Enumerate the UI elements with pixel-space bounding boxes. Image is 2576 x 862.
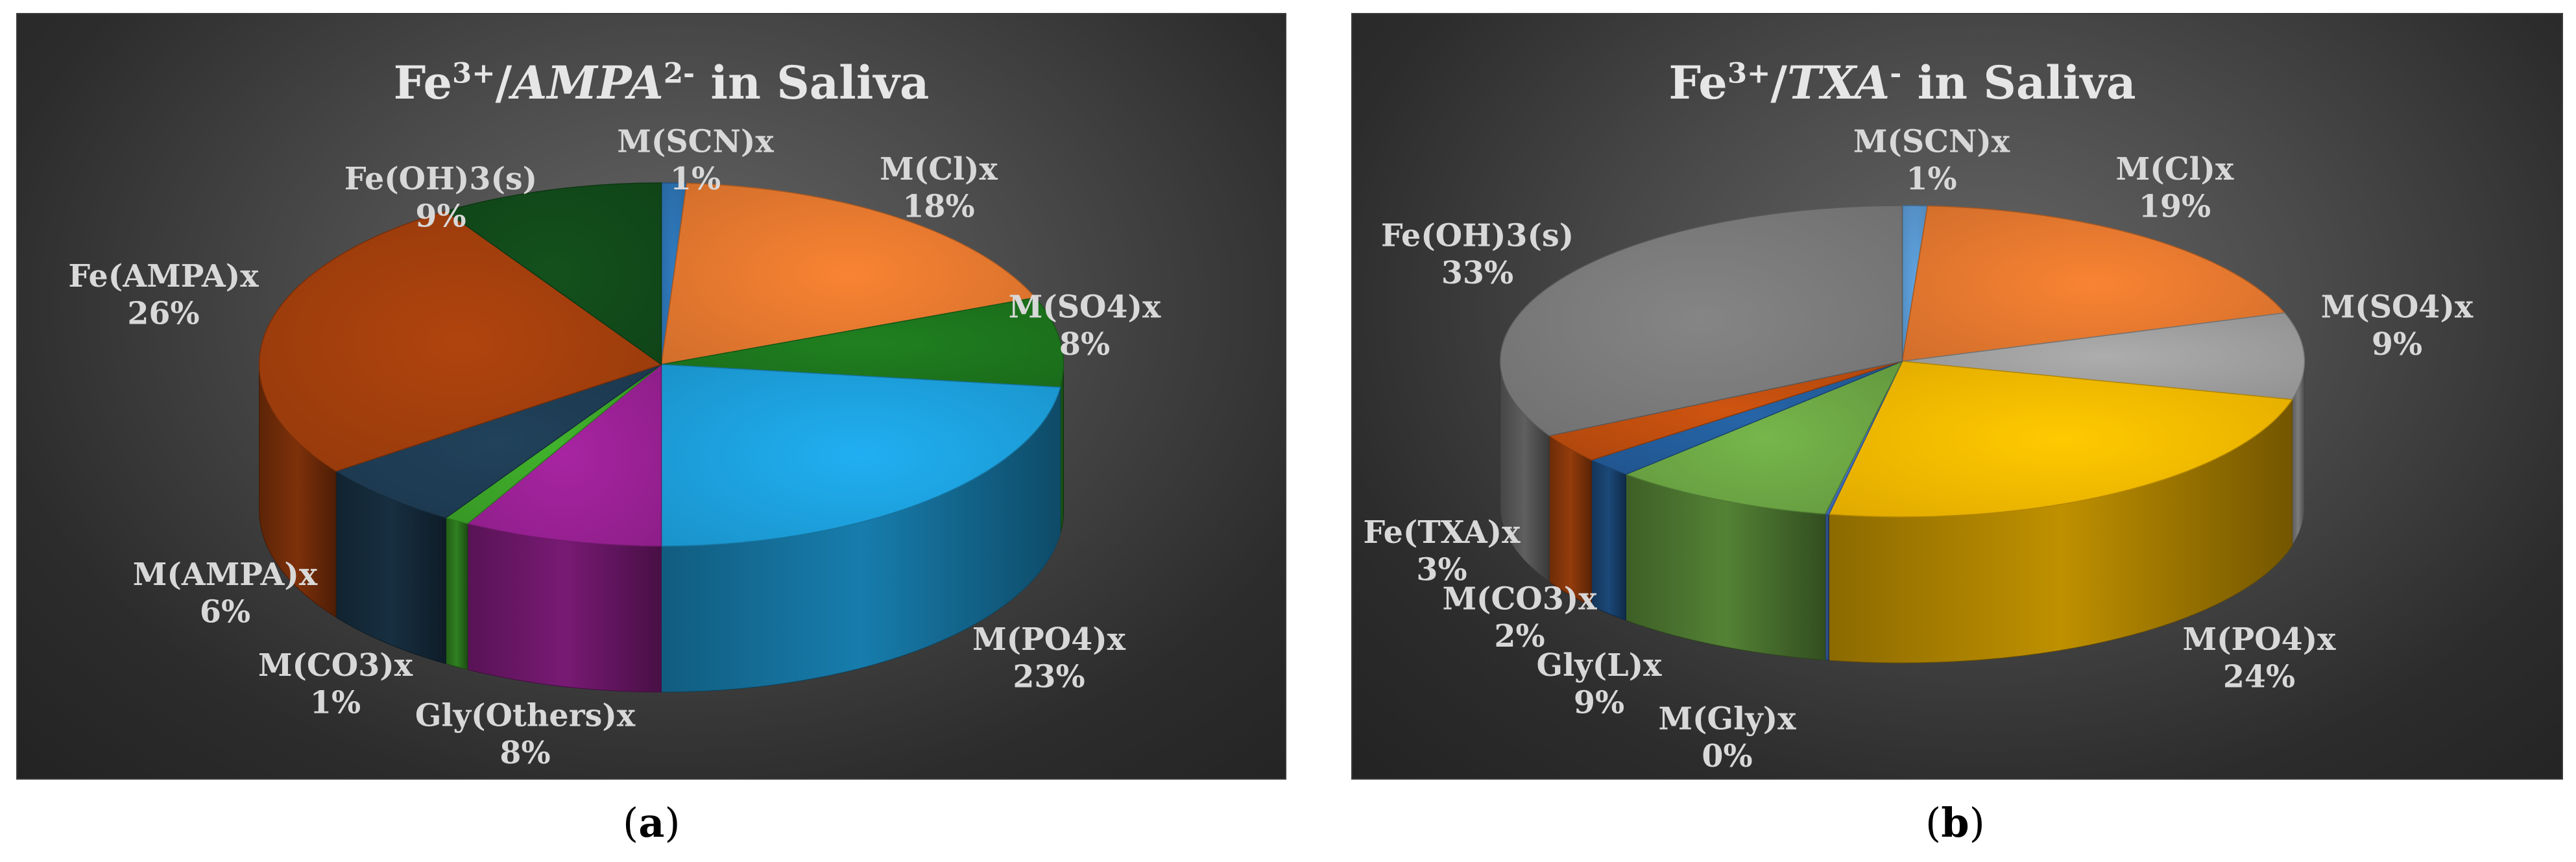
chart-panel-b: Fe3+/TXA- in Saliva M(SCN)x 1% M(Cl)x 19% M(S… <box>1351 13 2563 780</box>
label-m-scn-x: M(SCN)x 1% <box>617 124 774 198</box>
chart-title: Fe3+/TXA- in Saliva <box>1668 56 2136 110</box>
label-gly-l-x: Gly(L)x 9% <box>1537 647 1663 721</box>
pie-side-walls <box>1500 361 2305 664</box>
pie-slice-fe-oh-3-s <box>1499 205 1903 437</box>
label-m-co3-x: M(CO3)x 1% <box>258 647 413 721</box>
label-m-scn-x: M(SCN)x 1% <box>1853 124 2010 198</box>
pie-top <box>1499 205 2305 518</box>
label-m-cl-x: M(Cl)x 18% <box>880 151 998 225</box>
label-m-po4-x: M(PO4)x 23% <box>972 621 1126 695</box>
pie-slice-m-ampa-x <box>335 364 662 519</box>
pie-side-m-co3-x <box>445 517 468 671</box>
label-m-co3-x: M(CO3)x 2% <box>1442 581 1597 655</box>
pie-slice-m-po4-x <box>1828 361 2293 518</box>
label-m-so4-x: M(SO4)x 9% <box>2321 289 2474 363</box>
label-gly-others-x: Gly(Others)x 8% <box>415 698 636 772</box>
pie-slice-gly-others-x <box>466 363 662 547</box>
label-m-gly-x: M(Gly)x 0% <box>1658 701 1796 775</box>
pie-slice-m-cl-x <box>1901 205 2286 362</box>
pie-slice-m-po4-x <box>660 364 1061 547</box>
label-fe-txa-x: Fe(TXA)x 3% <box>1364 514 1521 588</box>
pie-side-m-so4-x <box>1060 364 1064 534</box>
pie-side-walls <box>259 364 1064 693</box>
chart-title: Fe3+/AMPA2- in Saliva <box>394 56 930 110</box>
pie-slice-gly-l-x <box>1624 360 1904 515</box>
slice-labels: M(SCN)x 1% M(Cl)x 19% M(SO4)x 9% M(PO4)x 24% M(G… <box>1364 124 2474 775</box>
label-m-so4-x: M(SO4)x 8% <box>1009 289 1161 363</box>
pie-slice-fe-ampa-x <box>258 210 663 472</box>
label-m-po4-x: M(PO4)x 24% <box>2183 621 2337 695</box>
label-m-ampa-x: M(AMPA)x 6% <box>133 557 318 630</box>
pie-slice-m-so4-x <box>1902 312 2305 400</box>
label-fe-oh-3-s: Fe(OH)3(s) 33% <box>1381 218 1574 292</box>
caption-b: (b) <box>1925 799 1985 846</box>
pie-side-m-gly-x <box>1825 514 1829 661</box>
caption-a: (a) <box>623 799 680 846</box>
pie-slice-m-so4-x <box>661 297 1065 388</box>
pie-side-gly-others-x <box>467 523 662 693</box>
pie-slice-m-cl-x <box>660 182 1037 365</box>
label-m-cl-x: M(Cl)x 19% <box>2116 151 2234 225</box>
chart-panel-a: Fe3+/AMPA2- in Saliva M(SCN)x 1% M(Cl)x 18% M… <box>16 13 1286 780</box>
pie-top <box>258 182 1065 547</box>
label-fe-ampa-x: Fe(AMPA)x 26% <box>68 258 259 332</box>
pie-slice-fe-oh-3-s <box>444 182 662 366</box>
label-fe-oh-3-s: Fe(OH)3(s) 9% <box>344 161 537 235</box>
slice-labels: M(SCN)x 1% M(Cl)x 18%M(SO4)x 8% M(PO4)x 23% Gly… <box>68 124 1161 772</box>
